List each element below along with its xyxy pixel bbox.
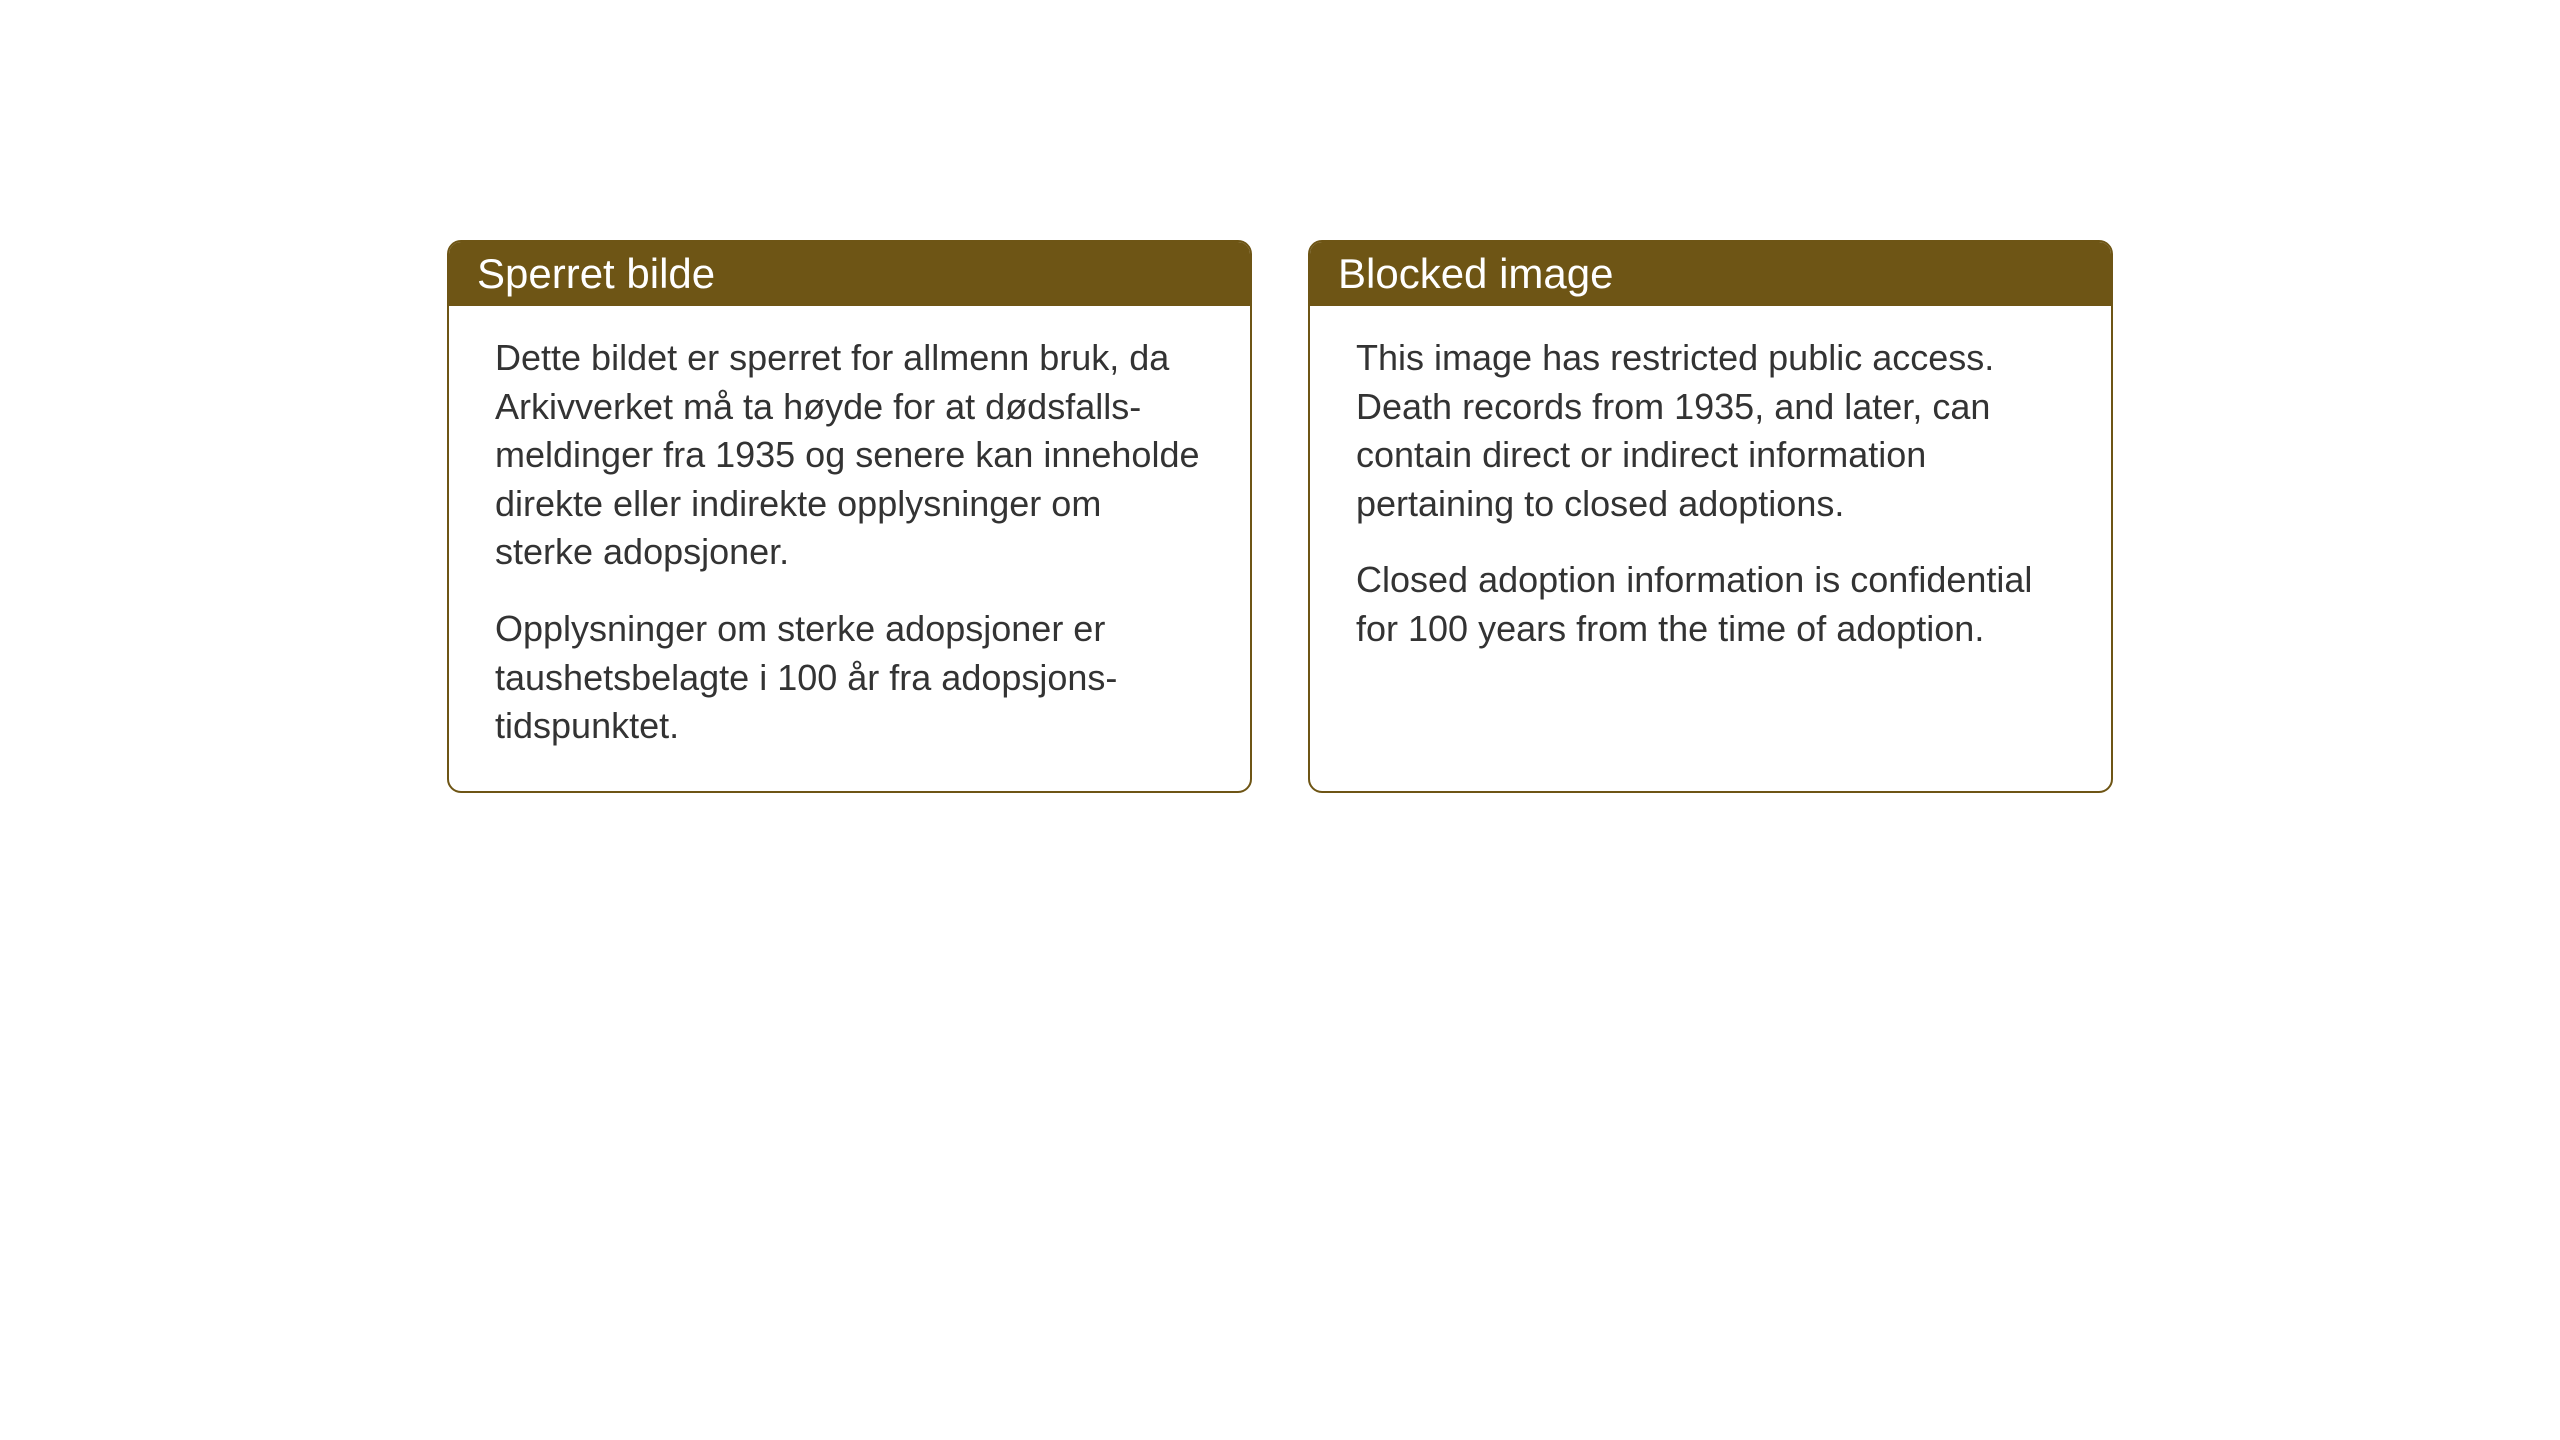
norwegian-notice-card: Sperret bilde Dette bildet er sperret fo…: [447, 240, 1252, 793]
english-paragraph-2: Closed adoption information is confident…: [1356, 556, 2065, 653]
english-card-title: Blocked image: [1310, 242, 2111, 306]
norwegian-card-body: Dette bildet er sperret for allmenn bruk…: [449, 306, 1250, 791]
norwegian-card-title: Sperret bilde: [449, 242, 1250, 306]
english-paragraph-1: This image has restricted public access.…: [1356, 334, 2065, 528]
norwegian-paragraph-1: Dette bildet er sperret for allmenn bruk…: [495, 334, 1204, 577]
english-card-body: This image has restricted public access.…: [1310, 306, 2111, 694]
english-notice-card: Blocked image This image has restricted …: [1308, 240, 2113, 793]
norwegian-paragraph-2: Opplysninger om sterke adopsjoner er tau…: [495, 605, 1204, 751]
notice-container: Sperret bilde Dette bildet er sperret fo…: [447, 240, 2113, 793]
